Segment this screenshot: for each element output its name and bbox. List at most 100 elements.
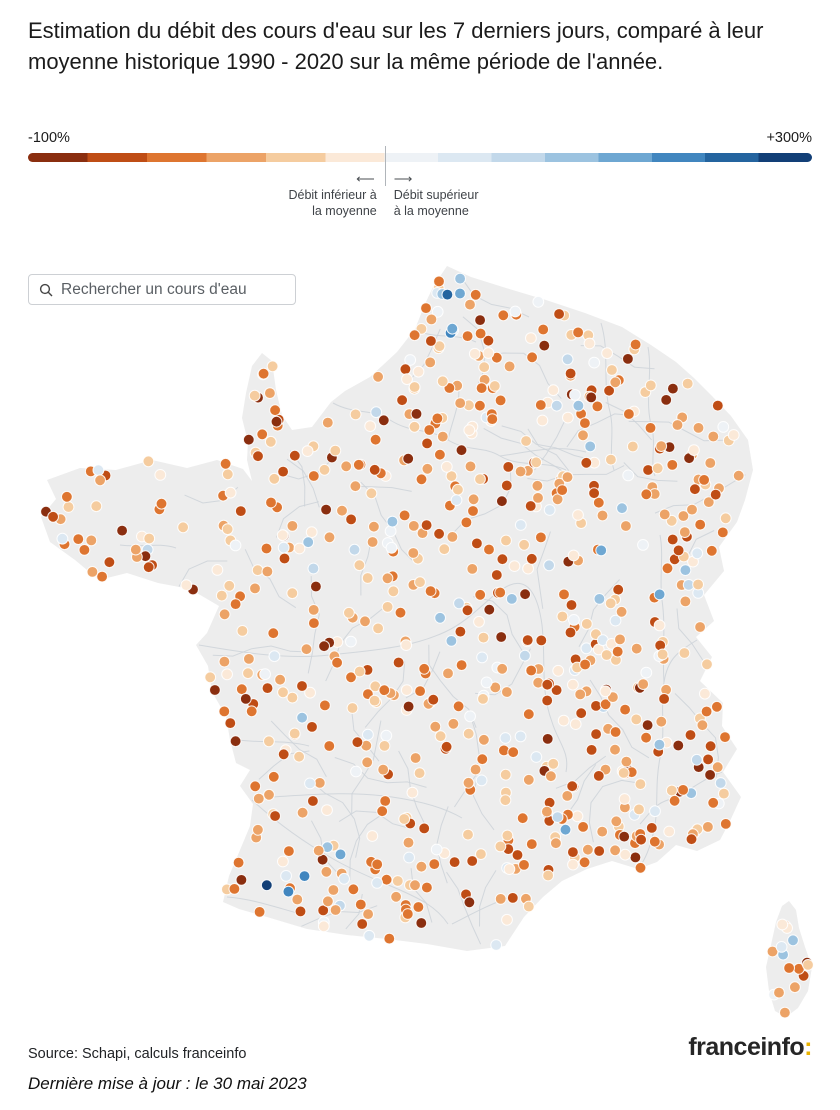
station-dot[interactable]	[711, 700, 723, 713]
station-dot[interactable]	[787, 934, 799, 947]
station-dot[interactable]	[616, 502, 628, 515]
station-dot[interactable]	[509, 305, 522, 318]
station-dot[interactable]	[672, 544, 685, 557]
station-dot[interactable]	[521, 634, 534, 646]
station-dot[interactable]	[653, 738, 666, 751]
station-dot[interactable]	[403, 851, 416, 864]
station-dot[interactable]	[561, 471, 574, 484]
station-dot[interactable]	[717, 421, 730, 433]
station-dot[interactable]	[219, 457, 232, 470]
station-dot[interactable]	[361, 756, 374, 769]
station-dot[interactable]	[401, 373, 413, 386]
station-dot[interactable]	[320, 865, 333, 878]
station-dot[interactable]	[599, 698, 612, 711]
station-dot[interactable]	[640, 731, 652, 744]
station-dot[interactable]	[462, 776, 475, 789]
station-dot[interactable]	[301, 445, 314, 458]
station-dot[interactable]	[221, 523, 234, 536]
station-dot[interactable]	[236, 625, 249, 637]
station-dot[interactable]	[307, 795, 319, 807]
station-dot[interactable]	[431, 305, 444, 318]
station-dot[interactable]	[390, 890, 403, 903]
station-dot[interactable]	[228, 883, 241, 895]
station-dot[interactable]	[700, 705, 713, 718]
station-dot[interactable]	[599, 685, 612, 698]
station-dot[interactable]	[684, 729, 697, 741]
station-dot[interactable]	[421, 462, 434, 475]
station-dot[interactable]	[525, 838, 538, 850]
station-dot[interactable]	[408, 420, 421, 433]
station-dot[interactable]	[541, 694, 554, 707]
station-dot[interactable]	[474, 588, 487, 601]
station-dot[interactable]	[645, 822, 658, 834]
station-dot[interactable]	[283, 845, 295, 857]
station-dot[interactable]	[678, 526, 691, 538]
station-dot[interactable]	[663, 825, 676, 838]
station-dot[interactable]	[401, 908, 414, 920]
station-dot[interactable]	[366, 536, 379, 548]
station-dot[interactable]	[372, 370, 385, 383]
station-dot[interactable]	[592, 770, 605, 782]
station-dot[interactable]	[494, 394, 507, 407]
station-dot[interactable]	[698, 474, 710, 486]
station-dot[interactable]	[434, 611, 447, 624]
station-dot[interactable]	[317, 920, 330, 933]
station-dot[interactable]	[567, 549, 580, 562]
station-dot[interactable]	[338, 872, 351, 885]
station-dot[interactable]	[522, 773, 535, 786]
station-dot[interactable]	[644, 422, 657, 434]
station-dot[interactable]	[522, 708, 535, 721]
station-dot[interactable]	[372, 622, 385, 635]
station-dot[interactable]	[704, 769, 716, 781]
station-dot[interactable]	[525, 664, 538, 677]
station-dot[interactable]	[525, 332, 537, 345]
station-dot[interactable]	[678, 647, 691, 659]
station-dot[interactable]	[421, 881, 433, 894]
station-dot[interactable]	[651, 462, 664, 475]
search-box[interactable]	[28, 274, 296, 305]
station-dot[interactable]	[445, 470, 458, 483]
station-dot[interactable]	[418, 822, 431, 835]
station-dot[interactable]	[677, 784, 689, 796]
station-dot[interactable]	[609, 743, 621, 756]
station-dot[interactable]	[575, 707, 588, 720]
station-dot[interactable]	[593, 593, 606, 605]
station-dot[interactable]	[307, 562, 320, 575]
station-dot[interactable]	[424, 356, 437, 369]
station-dot[interactable]	[253, 906, 266, 918]
station-dot[interactable]	[249, 780, 262, 793]
station-dot[interactable]	[691, 547, 704, 560]
station-dot[interactable]	[588, 487, 600, 500]
station-dot[interactable]	[556, 610, 569, 623]
station-dot[interactable]	[377, 414, 390, 427]
station-dot[interactable]	[252, 450, 264, 463]
station-dot[interactable]	[294, 905, 307, 918]
station-dot[interactable]	[385, 541, 398, 554]
station-dot[interactable]	[304, 686, 317, 699]
station-dot[interactable]	[550, 684, 563, 696]
station-dot[interactable]	[572, 326, 584, 339]
station-dot[interactable]	[501, 913, 513, 926]
station-dot[interactable]	[257, 367, 270, 380]
station-dot[interactable]	[270, 415, 283, 428]
station-dot[interactable]	[531, 479, 544, 492]
station-dot[interactable]	[475, 774, 488, 787]
station-dot[interactable]	[277, 855, 289, 868]
station-dot[interactable]	[218, 655, 231, 668]
station-dot[interactable]	[699, 687, 711, 700]
station-dot[interactable]	[455, 444, 468, 457]
station-dot[interactable]	[263, 788, 275, 801]
station-dot[interactable]	[453, 597, 465, 610]
station-dot[interactable]	[541, 805, 553, 818]
station-dot[interactable]	[409, 752, 422, 764]
station-dot[interactable]	[298, 870, 311, 882]
station-dot[interactable]	[562, 411, 574, 424]
station-dot[interactable]	[686, 503, 698, 516]
station-dot[interactable]	[274, 673, 287, 686]
station-dot[interactable]	[567, 678, 579, 691]
station-dot[interactable]	[578, 856, 591, 869]
station-dot[interactable]	[307, 470, 320, 482]
station-dot[interactable]	[559, 823, 572, 836]
station-dot[interactable]	[369, 433, 382, 446]
station-dot[interactable]	[463, 896, 476, 909]
